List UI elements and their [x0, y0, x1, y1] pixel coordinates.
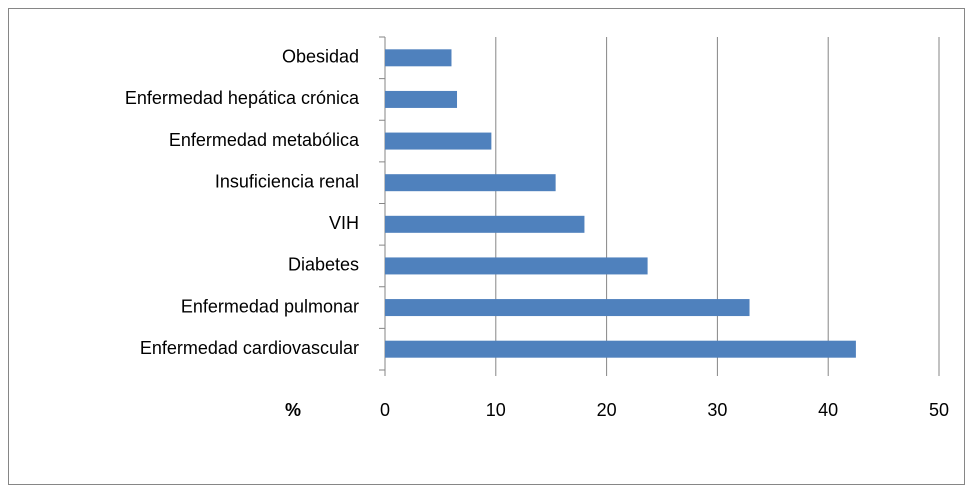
x-tick-label: 40 — [818, 400, 838, 420]
x-tick-label: 20 — [597, 400, 617, 420]
y-tick-label: Insuficiencia renal — [215, 171, 359, 191]
chart-border — [8, 8, 965, 485]
y-tick-label: Diabetes — [288, 255, 359, 275]
y-tick-label: Enfermedad cardiovascular — [140, 338, 359, 358]
y-tick-label: Enfermedad hepática crónica — [125, 88, 360, 108]
x-axis-label: % — [285, 400, 301, 420]
x-tick-label: 0 — [380, 400, 390, 420]
y-tick-label: Enfermedad pulmonar — [181, 296, 359, 316]
bar — [385, 174, 556, 192]
x-tick-label: 10 — [486, 400, 506, 420]
x-tick-label: 30 — [707, 400, 727, 420]
x-tick-label: 50 — [929, 400, 949, 420]
y-tick-label: Obesidad — [282, 47, 359, 67]
bar — [385, 299, 750, 317]
y-tick-label: VIH — [329, 213, 359, 233]
bar — [385, 215, 585, 233]
y-tick-label: Enfermedad metabólica — [169, 130, 360, 150]
bar — [385, 90, 458, 108]
bar — [385, 49, 452, 67]
bar — [385, 132, 492, 150]
bar — [385, 257, 648, 275]
bar — [385, 340, 856, 358]
